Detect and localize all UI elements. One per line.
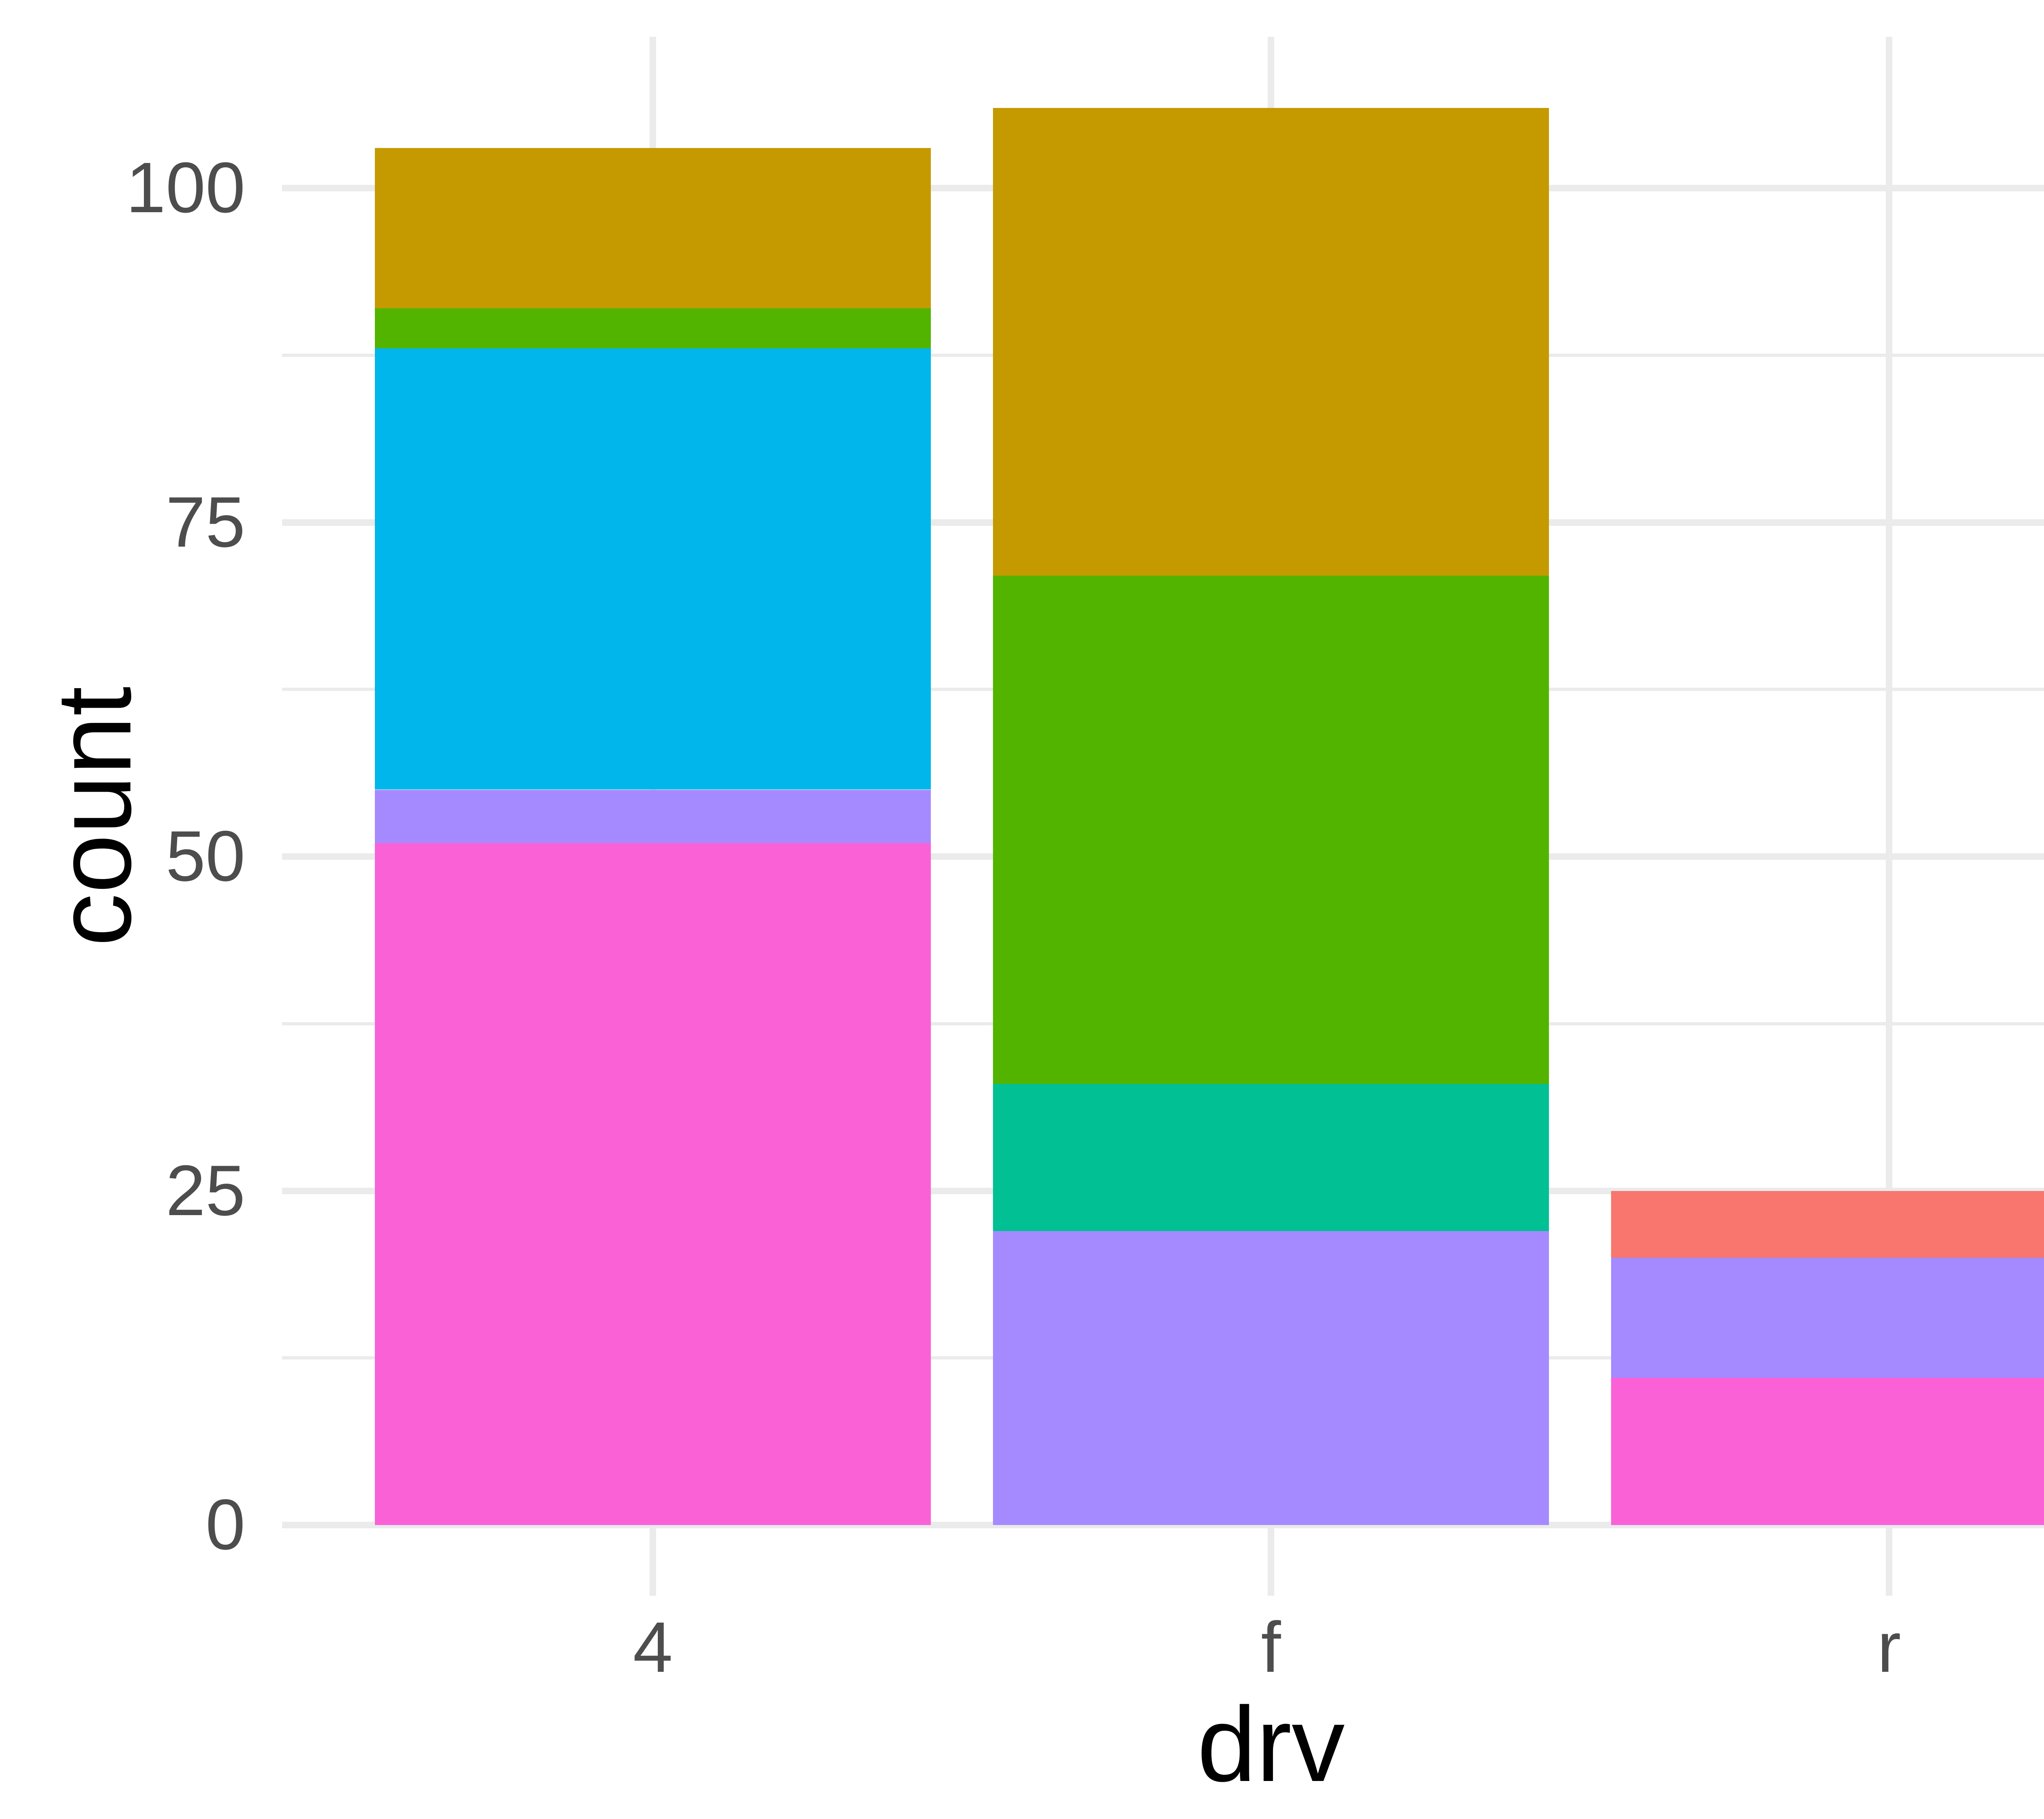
x-tick-label-f: f: [1261, 1608, 1281, 1687]
y-tick-label-25: 25: [166, 1151, 245, 1231]
x-axis-title: drv: [1197, 1685, 1345, 1804]
bar-f-segment-subcompact: [993, 1231, 1549, 1525]
bar-4-segment-suv: [375, 843, 931, 1525]
y-tick-label-50: 50: [166, 816, 245, 896]
y-axis-title: count: [35, 686, 153, 947]
bar-4-segment-compact: [375, 148, 931, 309]
x-tick-label-r: r: [1877, 1608, 1901, 1687]
bar-f-segment-compact: [993, 108, 1549, 576]
bar-f-segment-midsize: [993, 576, 1549, 1084]
bar-4-segment-subcompact: [375, 790, 931, 843]
bar-4-segment-pickup: [375, 348, 931, 790]
bar-r-segment-suv: [1611, 1378, 2044, 1525]
y-tick-label-100: 100: [126, 148, 245, 228]
bar-r-segment-2seater: [1611, 1191, 2044, 1258]
bar-f-segment-minivan: [993, 1083, 1549, 1231]
x-tick-label-4: 4: [633, 1608, 673, 1687]
y-tick-label-0: 0: [205, 1485, 245, 1565]
y-tick-label-75: 75: [166, 482, 245, 562]
bar-r-segment-subcompact: [1611, 1258, 2044, 1378]
bar-4-segment-midsize: [375, 308, 931, 349]
